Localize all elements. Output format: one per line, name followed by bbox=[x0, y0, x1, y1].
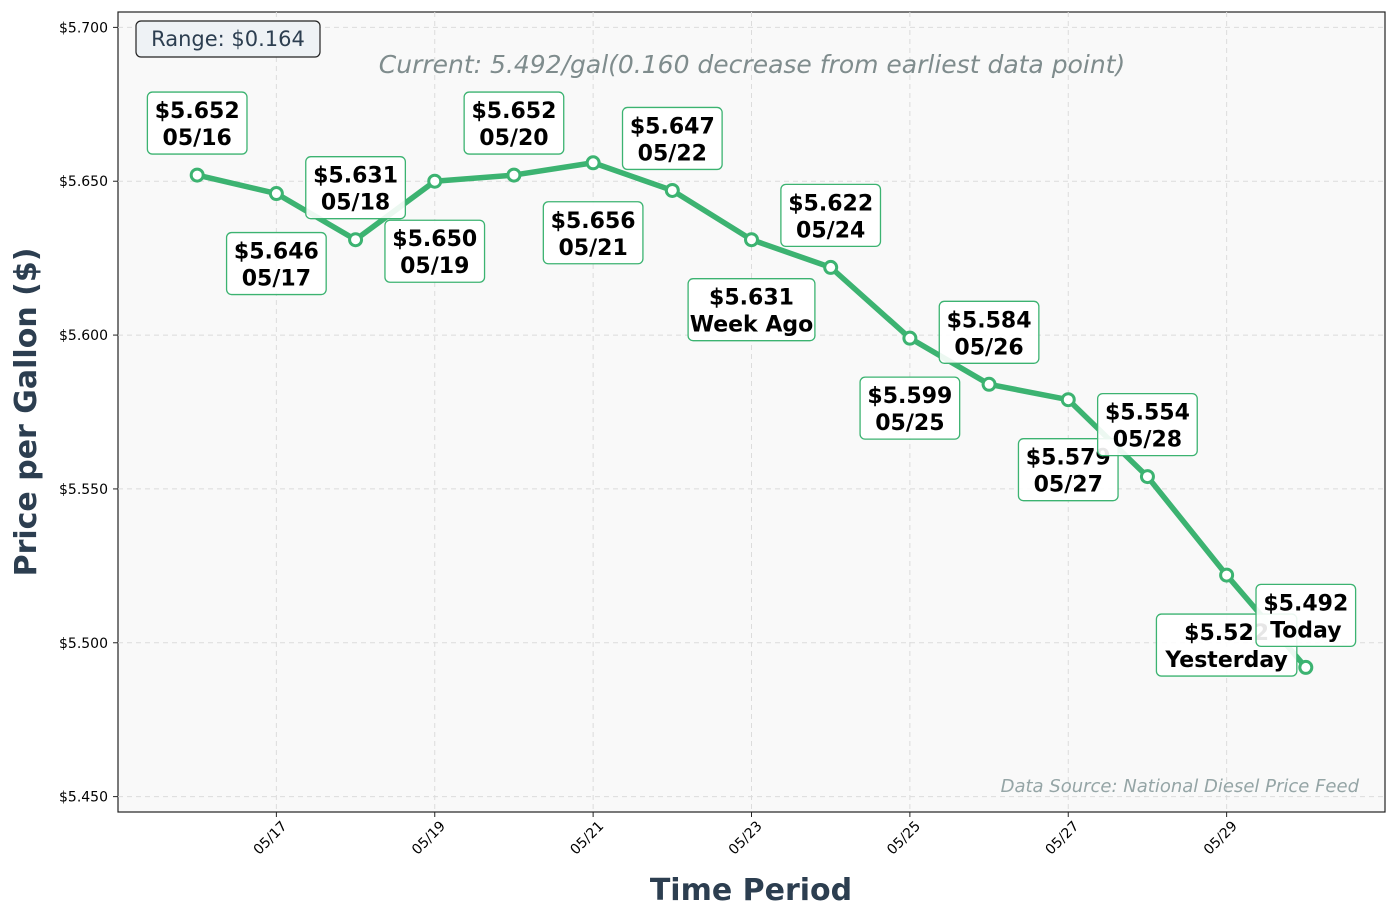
y-tick-label: $5.500 bbox=[59, 636, 108, 652]
annotation-box bbox=[1255, 583, 1357, 648]
annotation-date: 05/21 bbox=[558, 236, 627, 261]
annotation-box bbox=[384, 219, 486, 283]
data-point bbox=[189, 167, 205, 183]
data-point bbox=[268, 186, 284, 202]
y-tick-label: $5.550 bbox=[59, 482, 108, 498]
annotation-box bbox=[687, 278, 816, 342]
source-note: Data Source: National Diesel Price Feed bbox=[1001, 776, 1360, 797]
data-point bbox=[664, 182, 680, 198]
annotation-date: 05/17 bbox=[242, 267, 311, 292]
data-point bbox=[744, 232, 759, 248]
annotation-date: 05/16 bbox=[163, 126, 232, 151]
annotation-box bbox=[621, 106, 723, 171]
annotation-box bbox=[780, 183, 882, 248]
annotation-price: $5.646 bbox=[234, 240, 319, 265]
annotation-price: $5.650 bbox=[392, 227, 477, 252]
annotation-date: 05/25 bbox=[875, 411, 944, 436]
annotation-date: Today bbox=[1270, 618, 1341, 643]
annotation-date: 05/22 bbox=[638, 141, 707, 166]
annotation-date: 05/26 bbox=[954, 335, 1023, 360]
annotation-box bbox=[1096, 392, 1198, 457]
x-axis-title: Time Period bbox=[650, 873, 852, 908]
y-tick-label: $5.450 bbox=[59, 790, 108, 806]
annotation-price: $5.647 bbox=[630, 114, 715, 139]
x-tick-label: 05/25 bbox=[884, 818, 924, 858]
data-point bbox=[427, 173, 443, 189]
annotation-box bbox=[859, 376, 961, 440]
annotation-price: $5.656 bbox=[551, 209, 636, 234]
annotation-box bbox=[938, 300, 1040, 364]
annotation-date: 05/28 bbox=[1113, 428, 1182, 453]
x-tick-label: 05/27 bbox=[1043, 818, 1083, 858]
annotation-box bbox=[1017, 438, 1119, 502]
annotation-box bbox=[146, 91, 248, 155]
annotation-date: 05/20 bbox=[479, 126, 548, 151]
data-point bbox=[902, 330, 918, 346]
data-point bbox=[823, 259, 839, 275]
x-tick-label: 05/17 bbox=[251, 818, 291, 858]
data-point bbox=[1139, 469, 1155, 485]
data-point bbox=[585, 155, 601, 171]
annotation-date: 05/27 bbox=[1034, 473, 1103, 498]
data-point bbox=[1298, 659, 1314, 675]
data-point bbox=[981, 376, 997, 392]
annotation-price: $5.652 bbox=[471, 99, 556, 124]
annotation-price: $5.622 bbox=[788, 191, 873, 216]
annotation-price: $5.554 bbox=[1105, 401, 1190, 426]
annotation-box bbox=[463, 91, 565, 155]
y-axis: $5.450 $5.500 $5.550 $5.600 $5.650 $5.700 bbox=[59, 20, 118, 806]
annotation-date: Yesterday bbox=[1164, 648, 1287, 673]
annotation-price: $5.579 bbox=[1026, 446, 1111, 471]
data-point bbox=[506, 167, 522, 183]
annotation-box bbox=[542, 201, 644, 265]
annotation-price: $5.599 bbox=[867, 384, 952, 409]
annotation-box bbox=[225, 231, 327, 296]
y-tick-label: $5.600 bbox=[59, 328, 108, 344]
chart-subtitle: Current: 5.492/gal(0.160 decrease from e… bbox=[379, 50, 1125, 79]
data-point bbox=[348, 232, 364, 248]
range-label: Range: $0.164 bbox=[151, 27, 305, 51]
y-tick-label: $5.700 bbox=[59, 20, 108, 36]
annotation-box bbox=[305, 156, 407, 220]
annotation-date: 05/18 bbox=[321, 191, 390, 216]
annotation-date: 05/24 bbox=[796, 218, 865, 243]
grid bbox=[118, 12, 1385, 812]
annotation-price: $5.631 bbox=[313, 164, 398, 189]
x-tick-label: 05/19 bbox=[409, 818, 449, 858]
annotation-price: $5.522 bbox=[1184, 621, 1269, 646]
data-points bbox=[189, 155, 1314, 675]
y-axis-title: Price per Gallon ($) bbox=[9, 248, 44, 577]
x-tick-label: 05/21 bbox=[567, 818, 607, 858]
annotations: $5.65205/16$5.64605/17$5.63105/18$5.6500… bbox=[146, 91, 1357, 677]
annotation-price: $5.584 bbox=[947, 308, 1032, 333]
x-tick-label: 05/23 bbox=[726, 818, 766, 858]
annotation-date: Week Ago bbox=[690, 313, 814, 338]
x-tick-label: 05/29 bbox=[1201, 818, 1241, 858]
annotation-date: 05/19 bbox=[400, 254, 469, 279]
annotation-price: $5.652 bbox=[155, 99, 240, 124]
annotation-price: $5.492 bbox=[1263, 591, 1348, 616]
data-point bbox=[1060, 392, 1076, 408]
x-axis: 05/17 05/19 05/21 05/23 05/25 05/27 05/29 bbox=[251, 812, 1241, 858]
range-box: Range: $0.164 bbox=[135, 20, 321, 58]
annotation-price: $5.631 bbox=[709, 286, 794, 311]
y-tick-label: $5.650 bbox=[59, 174, 108, 190]
data-point bbox=[1219, 567, 1235, 583]
